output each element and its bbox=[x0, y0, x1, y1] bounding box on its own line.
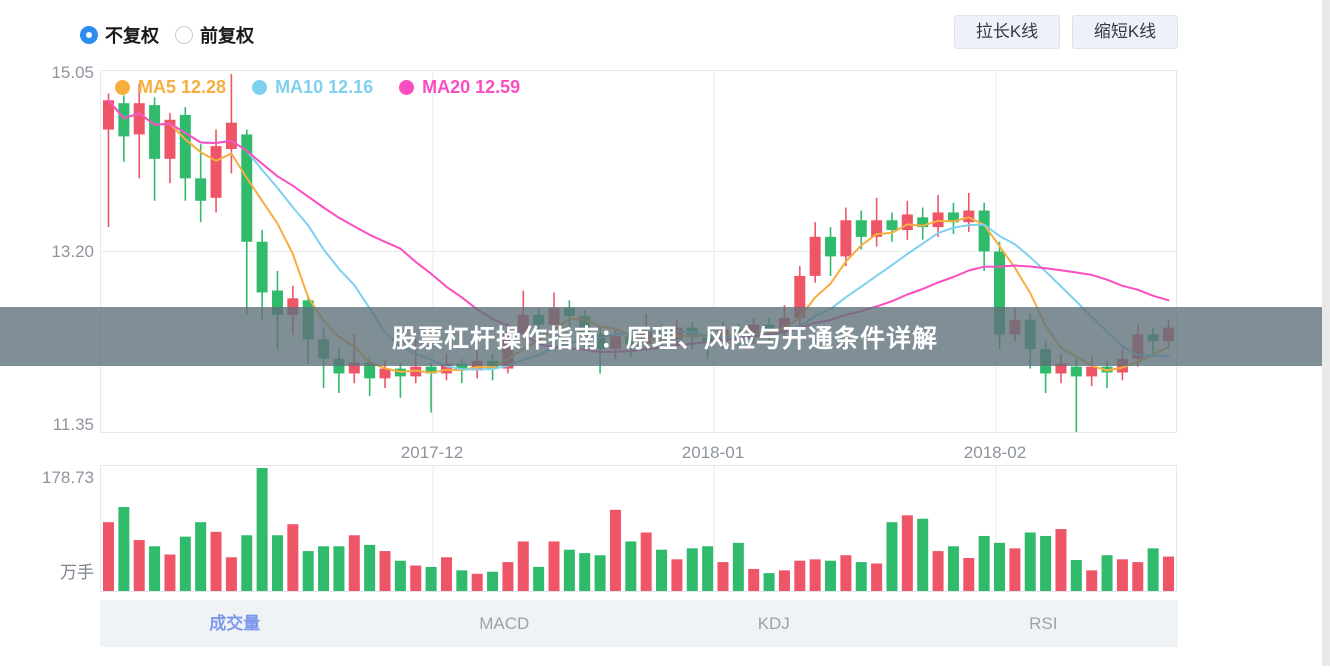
candlestick-chart-area[interactable] bbox=[100, 70, 1177, 433]
ma10-label: MA10 12.16 bbox=[275, 77, 374, 97]
tab-macd[interactable]: MACD bbox=[479, 614, 530, 633]
ma20-label: MA20 12.59 bbox=[422, 77, 521, 97]
candlestick-canvas bbox=[101, 71, 1176, 432]
radio-no-adjust[interactable]: 不复权 bbox=[80, 22, 159, 48]
stretch-kline-button[interactable]: 拉长K线 bbox=[954, 15, 1060, 49]
shrink-kline-button[interactable]: 缩短K线 bbox=[1072, 15, 1178, 49]
price-tick-bottom: 11.35 bbox=[52, 415, 94, 434]
ma20-legend-item: MA20 12.59 bbox=[399, 77, 520, 98]
ma10-legend-item: MA10 12.16 bbox=[252, 77, 373, 98]
time-tick-dec: 2017-12 bbox=[400, 443, 464, 462]
radio-no-adjust-label: 不复权 bbox=[105, 26, 159, 46]
tab-rsi[interactable]: RSI bbox=[1029, 614, 1058, 633]
overlay-title-text: 股票杠杆操作指南：原理、风险与开通条件详解 bbox=[391, 324, 938, 353]
overlay-title-banner: 股票杠杆操作指南：原理、风险与开通条件详解 bbox=[0, 307, 1330, 366]
volume-canvas bbox=[103, 466, 1174, 591]
radio-selected-icon bbox=[80, 26, 98, 44]
tab-kdj[interactable]: KDJ bbox=[757, 614, 790, 633]
price-tick-top: 15.05 bbox=[51, 63, 94, 82]
time-tick-feb: 2018-02 bbox=[963, 443, 1027, 462]
volume-max-label: 178.73 bbox=[42, 468, 94, 487]
time-tick-jan: 2018-01 bbox=[681, 443, 745, 462]
ma5-label: MA5 12.28 bbox=[138, 77, 227, 97]
adjust-type-radio-group: 不复权 前复权 bbox=[80, 22, 254, 48]
ma5-dot-icon bbox=[115, 80, 130, 95]
scrollbar-track[interactable] bbox=[1322, 0, 1330, 666]
radio-forward-adjust-label: 前复权 bbox=[200, 26, 254, 46]
ma20-dot-icon bbox=[399, 80, 415, 95]
indicator-tabbar: 成交量 MACD KDJ RSI bbox=[100, 600, 1178, 647]
ma5-legend-item: MA5 12.28 bbox=[115, 77, 226, 98]
radio-unselected-icon bbox=[175, 26, 193, 44]
volume-unit-label: 万手 bbox=[60, 563, 94, 582]
ma-legend: MA5 12.28 MA10 12.16 MA20 12.59 bbox=[115, 77, 520, 98]
price-tick-middle: 13.20 bbox=[51, 242, 94, 261]
ma10-dot-icon bbox=[252, 80, 268, 95]
radio-forward-adjust[interactable]: 前复权 bbox=[175, 22, 254, 48]
volume-chart-area[interactable] bbox=[100, 465, 1177, 592]
tab-volume[interactable]: 成交量 bbox=[209, 614, 261, 633]
